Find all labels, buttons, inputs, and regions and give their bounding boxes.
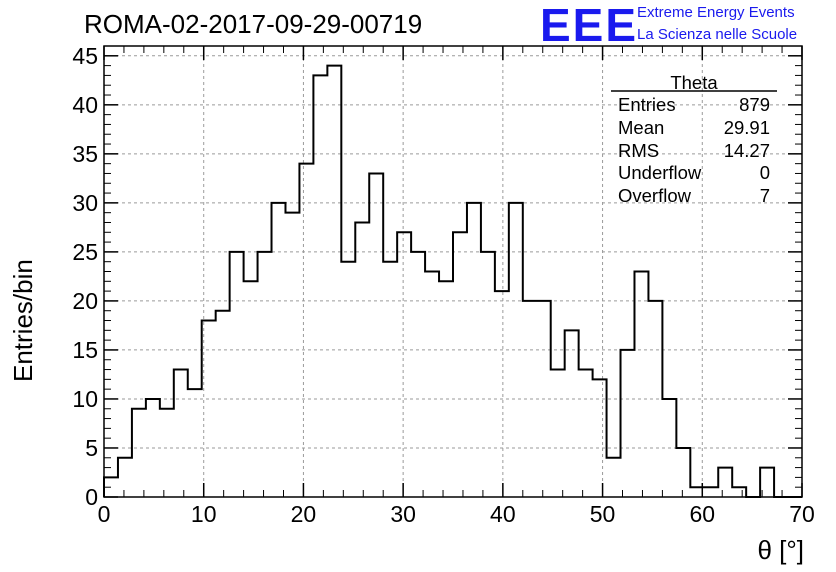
stats-value: 14.27 xyxy=(723,140,770,161)
x-tick-label: 20 xyxy=(291,501,317,527)
y-tick-label: 45 xyxy=(72,43,98,69)
y-tick-label: 25 xyxy=(72,239,98,265)
y-tick-label: 40 xyxy=(72,92,98,118)
x-tick-label: 30 xyxy=(390,501,416,527)
histogram-bin xyxy=(285,213,299,497)
histogram-bin xyxy=(258,252,272,497)
histogram-bin xyxy=(313,75,327,497)
histogram-bin xyxy=(718,468,732,497)
histogram-bin xyxy=(174,370,188,497)
histogram-bin xyxy=(551,370,565,497)
histogram-bin xyxy=(565,330,579,497)
histogram-bin xyxy=(299,164,313,497)
histogram-bin xyxy=(481,252,495,497)
histogram-bin xyxy=(327,66,341,497)
x-axis-label: θ [°] xyxy=(757,535,804,565)
histogram-bin xyxy=(621,350,635,497)
histogram-bin xyxy=(355,222,369,497)
stats-row-overflow: Overflow 7 xyxy=(618,185,770,207)
histogram-bin xyxy=(188,389,202,497)
histogram-bin xyxy=(411,252,425,497)
logo-line-1: Extreme Energy Events xyxy=(637,4,795,21)
x-tick-label: 60 xyxy=(689,501,715,527)
x-tick-label: 50 xyxy=(590,501,616,527)
histogram-bin xyxy=(732,487,746,497)
stats-label: Entries xyxy=(618,94,676,115)
histogram-bin xyxy=(634,272,648,498)
histogram-bin xyxy=(704,487,718,497)
x-tick-label: 70 xyxy=(789,501,815,527)
histogram-bin xyxy=(244,281,258,497)
y-tick-label: 15 xyxy=(72,337,98,363)
histogram-bin xyxy=(341,262,355,497)
stats-row-rms: RMS 14.27 xyxy=(618,140,770,162)
y-tick-label: 35 xyxy=(72,141,98,167)
histogram-bin xyxy=(118,458,132,497)
stats-label: Mean xyxy=(618,117,665,138)
stats-value: 879 xyxy=(739,94,770,115)
stats-label: Overflow xyxy=(618,185,691,206)
histogram-bin xyxy=(607,458,621,497)
x-tick-label: 10 xyxy=(191,501,217,527)
eee-logo: EEE xyxy=(540,0,639,51)
histogram-bin xyxy=(676,448,690,497)
logo-line-2: La Scienza nelle Scuole xyxy=(637,26,798,43)
histogram-bin xyxy=(132,409,146,497)
x-tick-label: 40 xyxy=(490,501,516,527)
histogram-bin xyxy=(453,232,467,497)
histogram-bin xyxy=(383,262,397,497)
y-tick-label: 0 xyxy=(85,484,98,510)
y-tick-label: 5 xyxy=(85,435,98,461)
stats-row-underflow: Underflow 0 xyxy=(618,162,770,184)
y-tick-label: 30 xyxy=(72,190,98,216)
stats-row-entries: Entries 879 xyxy=(618,94,770,116)
histogram-bin xyxy=(495,291,509,497)
x-tick-label: 0 xyxy=(98,501,111,527)
histogram-bin xyxy=(216,311,230,497)
histogram-bin xyxy=(579,370,593,497)
stats-row-mean: Mean 29.91 xyxy=(618,117,770,139)
y-tick-label: 20 xyxy=(72,288,98,314)
histogram-bin xyxy=(397,232,411,497)
stats-label: Underflow xyxy=(618,162,702,183)
histogram-bin xyxy=(593,379,607,497)
chart-title: ROMA-02-2017-09-29-00719 xyxy=(84,9,423,39)
histogram-bin xyxy=(439,281,453,497)
y-tick-label: 10 xyxy=(72,386,98,412)
stats-value: 29.91 xyxy=(723,117,770,138)
y-axis-label: Entries/bin xyxy=(8,259,38,382)
stats-box-title: Theta xyxy=(670,72,718,93)
histogram-outline xyxy=(103,64,802,498)
histogram-bin xyxy=(425,272,439,498)
stats-label: RMS xyxy=(618,140,660,161)
histogram-bin xyxy=(230,252,244,497)
stats-value: 0 xyxy=(759,162,770,183)
stats-value: 7 xyxy=(759,185,770,206)
histogram-bin xyxy=(160,409,174,497)
